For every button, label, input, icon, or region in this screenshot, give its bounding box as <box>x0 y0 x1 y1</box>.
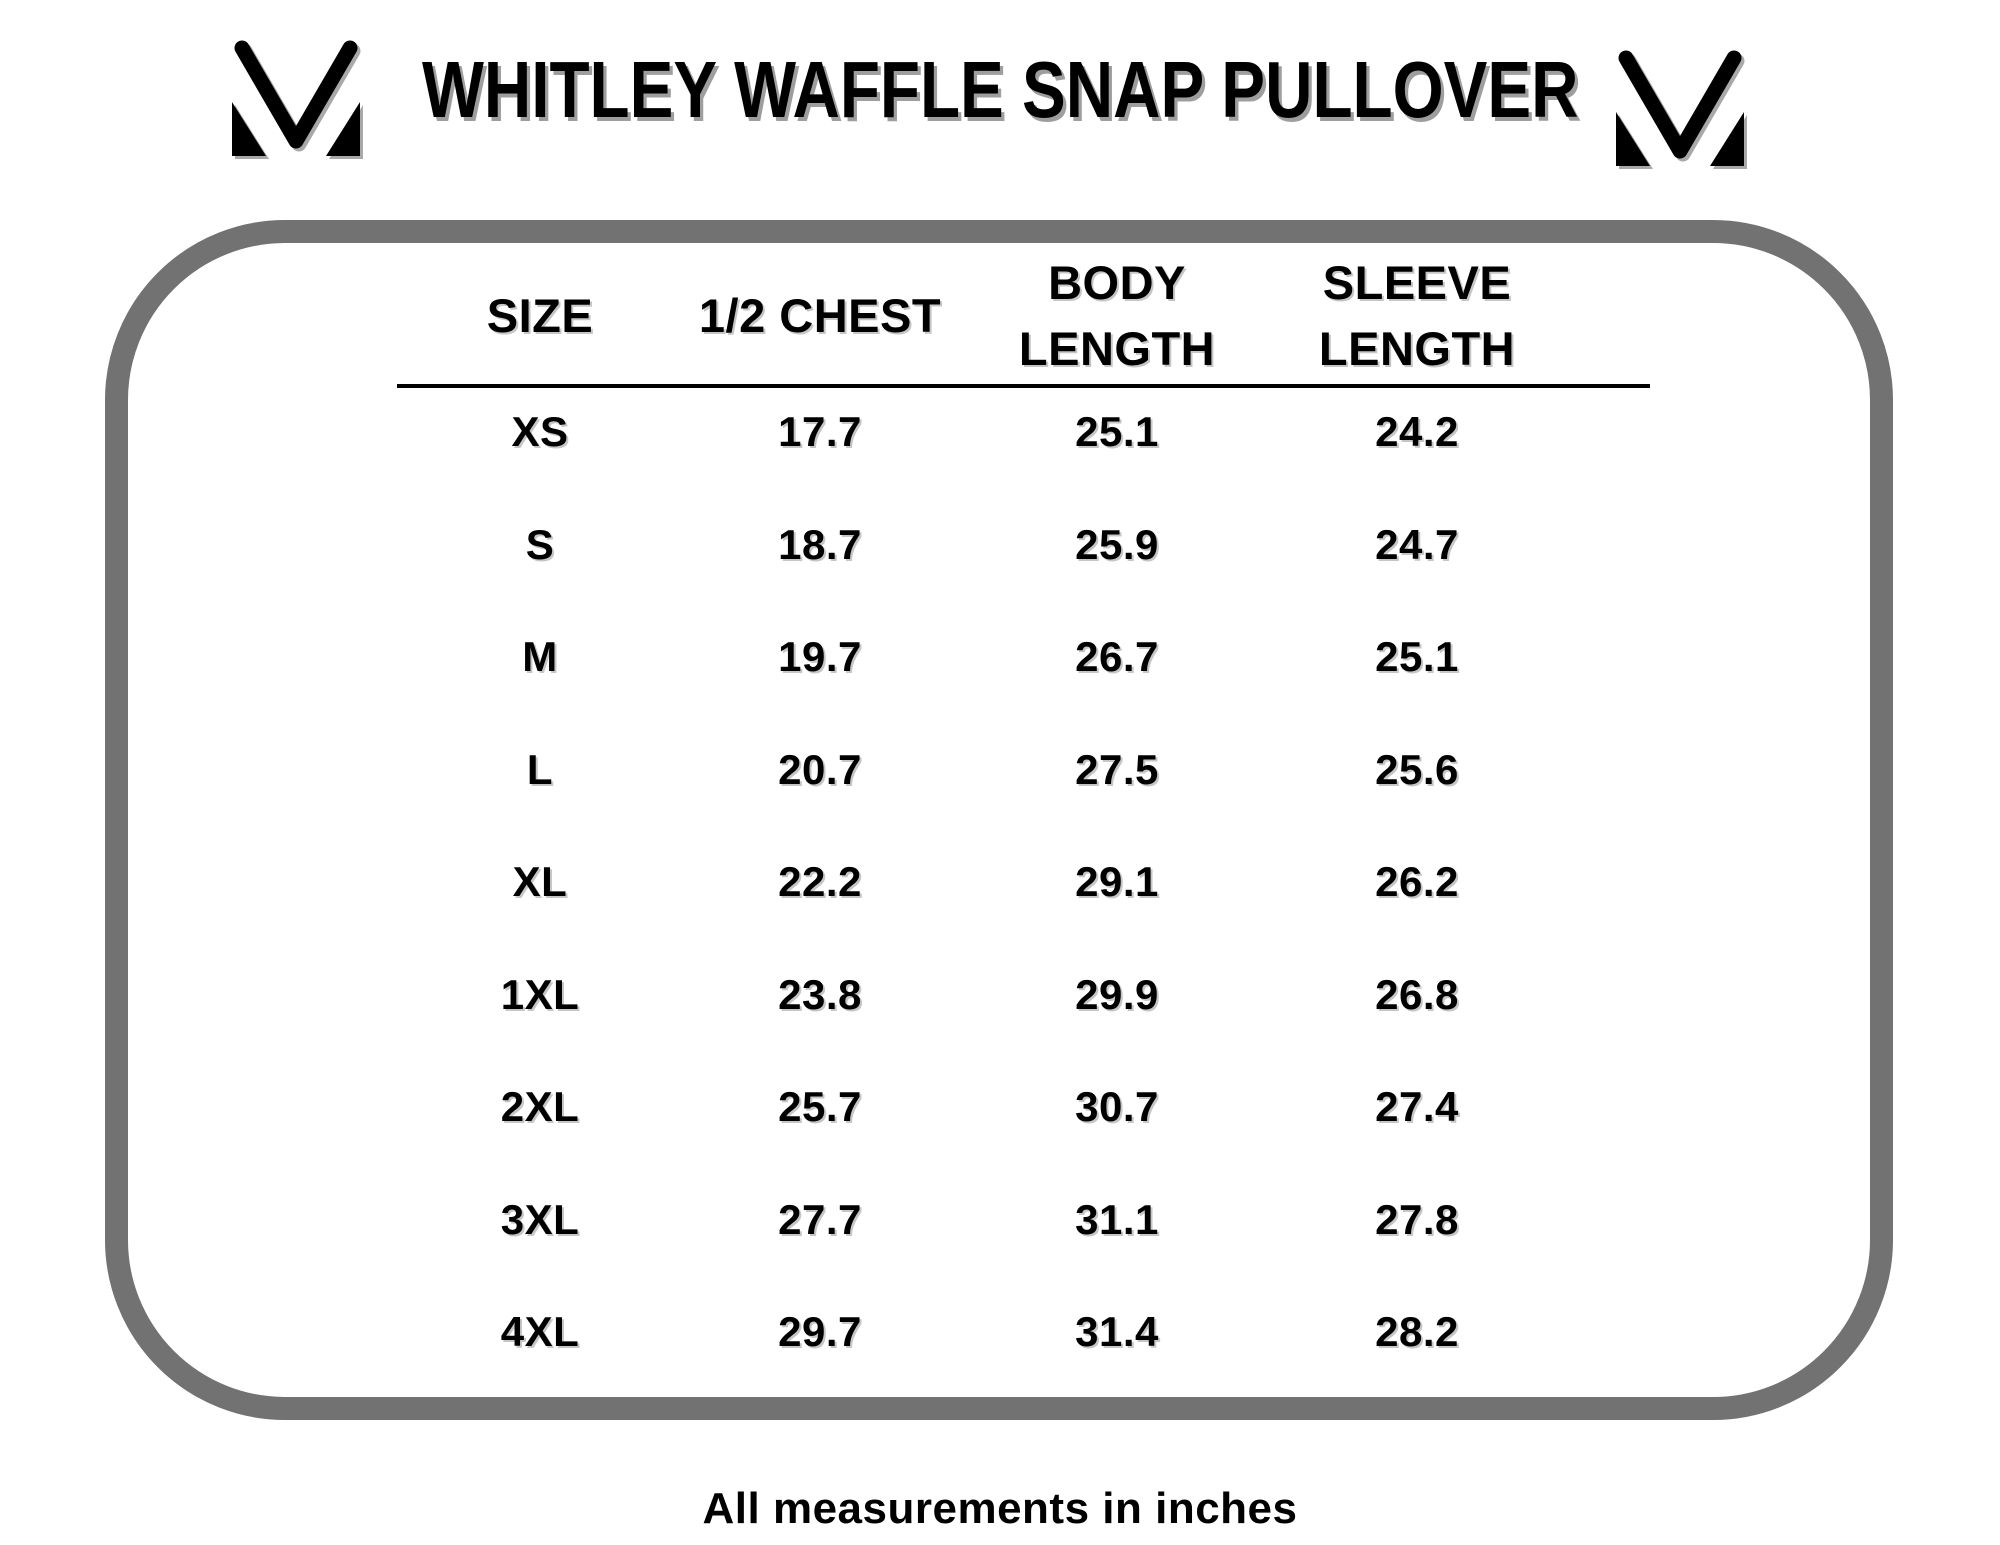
measurement-cell: 29.1 <box>1075 858 1159 906</box>
column-header-line: BODY <box>1048 256 1186 309</box>
measurements-note: All measurements in inches <box>702 1484 1298 1533</box>
brand-m-monogram-icon <box>232 40 360 156</box>
table-body: XS 17.7 25.1 24.2 S 18.7 25.9 24.7 M 19.7 26.7 25.1… <box>397 376 1650 1389</box>
column-header-line: 1/2 CHEST <box>698 289 942 342</box>
column-header: SIZE <box>397 283 683 349</box>
measurement-cell: 26.7 <box>1075 633 1159 681</box>
size-cell: S <box>525 520 555 568</box>
size-cell: XS <box>511 408 569 456</box>
header-divider <box>397 384 1650 388</box>
column-header-line: SIZE <box>486 289 594 342</box>
size-cell: M <box>522 633 558 681</box>
page-title: WHITLEY WAFFLE SNAP PULLOVER <box>421 45 1579 134</box>
measurement-cell: 31.4 <box>1075 1308 1159 1356</box>
measurement-cell: 20.7 <box>778 745 862 793</box>
measurement-cell: 27.4 <box>1375 1083 1459 1131</box>
title-band: WHITLEY WAFFLE SNAP PULLOVER <box>0 42 2000 161</box>
column-header-line: SLEEVE <box>1322 256 1512 309</box>
measurement-cell: 26.8 <box>1375 970 1459 1018</box>
measurement-cell: 19.7 <box>778 633 862 681</box>
size-cell: 2XL <box>500 1083 580 1131</box>
measurement-cell: 28.2 <box>1375 1308 1459 1356</box>
measurement-cell: 18.7 <box>778 520 862 568</box>
column-header-line: LENGTH <box>1318 322 1516 375</box>
measurement-cell: 23.8 <box>778 970 862 1018</box>
size-cell: XL <box>512 858 568 906</box>
size-cell: 4XL <box>500 1308 580 1356</box>
measurement-cell: 29.9 <box>1075 970 1159 1018</box>
measurement-cell: 25.6 <box>1375 745 1459 793</box>
column-header: 1/2 CHEST <box>683 283 957 349</box>
measurement-cell: 17.7 <box>778 408 862 456</box>
measurement-cell: 27.5 <box>1075 745 1159 793</box>
measurement-cell: 29.7 <box>778 1308 862 1356</box>
measurement-cell: 25.7 <box>778 1083 862 1131</box>
brand-m-monogram-icon <box>1616 50 1744 166</box>
size-cell: 1XL <box>500 970 580 1018</box>
column-header: SLEEVE LENGTH <box>1277 250 1557 382</box>
column-header-line: LENGTH <box>1018 322 1216 375</box>
measurement-cell: 27.7 <box>778 1195 862 1243</box>
size-table: SIZE 1/2 CHEST BODY LENGTH SLEEVE LENGTH XS 17… <box>397 250 1650 1389</box>
measurement-cell: 30.7 <box>1075 1083 1159 1131</box>
column-header: BODY LENGTH <box>957 250 1277 382</box>
measurement-cell: 27.8 <box>1375 1195 1459 1243</box>
measurement-cell: 25.1 <box>1375 633 1459 681</box>
size-cell: 3XL <box>500 1195 580 1243</box>
measurement-cell: 24.7 <box>1375 520 1459 568</box>
measurement-cell: 24.2 <box>1375 408 1459 456</box>
measurement-cell: 25.9 <box>1075 520 1159 568</box>
measurement-cell: 26.2 <box>1375 858 1459 906</box>
measurement-cell: 22.2 <box>778 858 862 906</box>
size-chart-frame <box>105 220 1893 1420</box>
table-header-row: SIZE 1/2 CHEST BODY LENGTH SLEEVE LENGTH <box>397 250 1650 382</box>
measurement-cell: 31.1 <box>1075 1195 1159 1243</box>
measurement-cell: 25.1 <box>1075 408 1159 456</box>
size-cell: L <box>526 745 554 793</box>
